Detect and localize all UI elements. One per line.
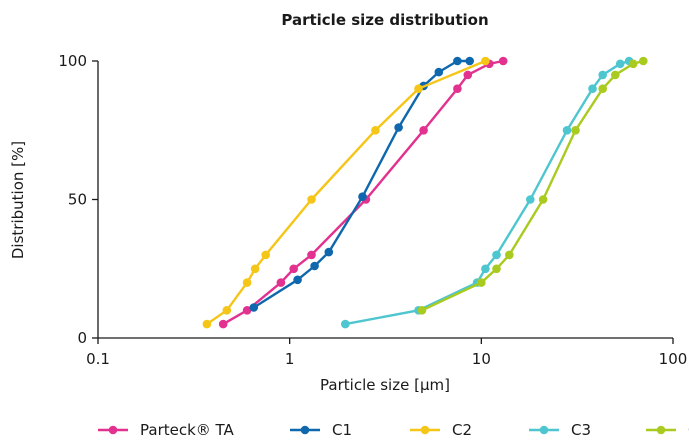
- x-tick-label: 1: [285, 350, 295, 368]
- series-4-point: [615, 59, 625, 69]
- series-4: [341, 56, 634, 329]
- series-2-line: [252, 59, 471, 309]
- series-4-line: [344, 59, 631, 326]
- series-5-point: [611, 70, 620, 80]
- series-3-point: [261, 250, 271, 260]
- series-5-point: [477, 278, 486, 287]
- series-3-point: [250, 264, 260, 274]
- series-3-point: [202, 319, 212, 329]
- series-2-point: [453, 56, 462, 66]
- series-4-point: [526, 195, 535, 204]
- series-group: [202, 56, 648, 329]
- series-3-point: [242, 278, 252, 287]
- legend-label: C3: [571, 421, 591, 439]
- series-2-point: [394, 123, 403, 132]
- y-tick-label: 0: [77, 329, 87, 347]
- legend: Parteck® TA C1 C2 C3 C4: [98, 421, 689, 439]
- legend-label: C1: [332, 421, 352, 439]
- series-3-point: [307, 195, 316, 204]
- series-3: [202, 56, 490, 329]
- legend-item: C1: [290, 421, 352, 439]
- series-2: [249, 56, 475, 312]
- series-5-point: [598, 84, 607, 93]
- series-1-point: [419, 126, 428, 135]
- series-4-point: [588, 84, 597, 93]
- y-tick-label: 50: [68, 191, 87, 209]
- legend-item: C3: [529, 421, 591, 439]
- series-2-point: [293, 275, 302, 285]
- x-tick-label: 100: [659, 350, 688, 368]
- series-3-point: [414, 84, 423, 93]
- series-4-point: [481, 264, 490, 274]
- series-5-point: [492, 264, 501, 274]
- legend-item: Parteck® TA: [98, 421, 235, 439]
- y-axis-label: Distribution [%]: [9, 141, 27, 259]
- series-1-point: [242, 306, 252, 315]
- series-3-point: [371, 126, 380, 135]
- series-1-point: [498, 56, 508, 66]
- series-2-point: [358, 192, 367, 201]
- legend-label: C2: [452, 421, 472, 439]
- chart-title: Particle size distribution: [281, 11, 488, 29]
- legend-marker: [656, 425, 666, 435]
- legend-label: Parteck® TA: [140, 421, 235, 439]
- series-3-point: [481, 56, 490, 66]
- series-1-point: [289, 264, 299, 274]
- x-tick-label: 10: [472, 350, 491, 368]
- series-2-point: [249, 303, 259, 312]
- series-2-point: [310, 261, 319, 271]
- series-1-point: [453, 84, 462, 93]
- series-4-point: [598, 70, 607, 80]
- series-1-point: [276, 278, 286, 287]
- series-5-point: [505, 250, 514, 260]
- series-2-point: [434, 67, 444, 77]
- legend-marker: [300, 425, 310, 435]
- x-tick-label: 0.1: [86, 350, 110, 368]
- series-5-point: [639, 56, 648, 66]
- axes: 0.1 1 10 100 0 50 100: [58, 52, 687, 368]
- series-1-point: [218, 319, 228, 329]
- legend-marker: [108, 425, 118, 435]
- series-4-point: [492, 250, 501, 260]
- series-1-point: [463, 70, 473, 80]
- series-5-line: [420, 59, 645, 312]
- series-4-point: [341, 319, 350, 329]
- x-axis-label: Particle size [µm]: [320, 376, 450, 394]
- series-2-point: [465, 56, 475, 66]
- series-5-point: [538, 195, 548, 204]
- y-tick-label: 100: [58, 52, 87, 70]
- legend-item: C4: [646, 421, 689, 439]
- series-5-point: [417, 306, 427, 315]
- series-5: [417, 56, 648, 315]
- legend-item: C2: [410, 421, 472, 439]
- legend-marker: [420, 425, 430, 435]
- series-1: [218, 56, 508, 329]
- series-5-point: [628, 59, 638, 69]
- series-5-point: [571, 126, 580, 135]
- legend-marker: [539, 425, 549, 435]
- series-1-point: [307, 250, 316, 260]
- series-2-point: [324, 247, 334, 257]
- series-3-point: [222, 306, 232, 315]
- series-4-point: [562, 126, 572, 135]
